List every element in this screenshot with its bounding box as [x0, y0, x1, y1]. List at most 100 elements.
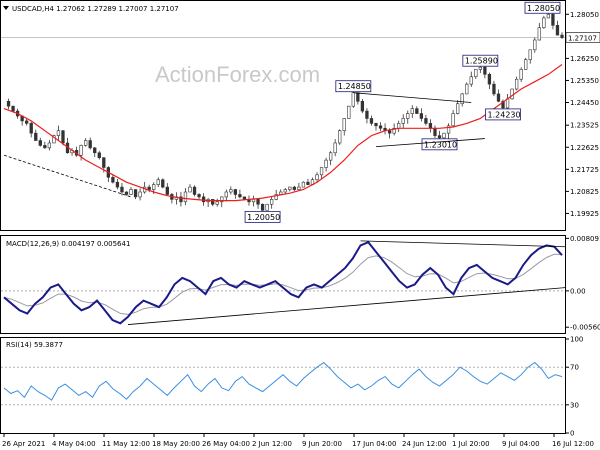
macd-tick-label: 0.008091 [570, 235, 600, 243]
candle-body [265, 203, 269, 211]
x-tick-label: 26 Apr 2021 [2, 440, 45, 448]
dropdown-triangle-icon[interactable] [3, 6, 9, 10]
candle-body [428, 123, 433, 129]
rsi-tick-label: 70 [570, 364, 579, 372]
candle-body [514, 78, 519, 90]
candle-body [560, 34, 564, 38]
candle-body [47, 142, 52, 149]
candle-body [188, 186, 192, 193]
candle-body [356, 92, 360, 102]
macd-tick-label: -0.005608 [570, 324, 600, 332]
price-annotation-label: 1.25890 [465, 57, 498, 66]
candle-body [492, 83, 496, 95]
price-annotation-label: 1.24230 [488, 110, 521, 119]
candle-body [465, 83, 469, 95]
price-tick-label: 1.22625 [570, 144, 599, 152]
candle-body [378, 125, 383, 129]
candle-body [120, 186, 124, 193]
x-tick-label: 2 Jun 12:00 [252, 440, 292, 448]
candle-body [43, 145, 47, 149]
candle-body [115, 181, 120, 188]
price-annotation-label: 1.24850 [338, 82, 371, 91]
candle-body [365, 110, 369, 119]
candle-body [433, 127, 437, 136]
candle-body [328, 152, 333, 161]
price-tick-label: 1.20825 [570, 188, 599, 196]
price-annotation-box [244, 210, 281, 223]
candle-body [501, 100, 505, 109]
candle-body [306, 181, 310, 185]
candle-body [152, 184, 156, 190]
candle-body [38, 140, 42, 146]
candle-body [233, 189, 238, 195]
candle-body [351, 92, 355, 107]
rsi-tick-label: 30 [570, 401, 579, 409]
candle-body [392, 127, 396, 134]
price-annotation-label: 1.28050 [527, 4, 560, 13]
x-tick-label: 16 Jul 12:00 [552, 440, 594, 448]
x-axis: 26 Apr 2021 4 May 04:00 11 May 12:00 18 May… [2, 433, 594, 448]
macd-header: MACD(12,26,9) 0.004197 0.005641 [6, 240, 130, 248]
candle-body [52, 135, 56, 144]
candle-body [342, 118, 346, 132]
candle-body [360, 100, 365, 112]
last-price-box [565, 32, 600, 43]
macd-trendline [360, 240, 566, 248]
candle-body [374, 123, 378, 127]
candle-body [546, 13, 551, 19]
price-tick-label: 1.25350 [570, 77, 599, 85]
price-annotation-box [335, 80, 372, 93]
candle-body [84, 140, 88, 146]
candle-body [347, 105, 351, 119]
candle-body [401, 118, 405, 124]
candle-body [201, 196, 206, 203]
candle-body [406, 113, 410, 119]
price-tick-label: 1.21725 [570, 166, 599, 174]
candle-body [111, 176, 115, 183]
candle-body [519, 69, 523, 80]
candle-body [97, 152, 101, 158]
candle-body [61, 130, 65, 144]
macd-trendline [127, 287, 566, 325]
candle-body [410, 108, 414, 114]
triangle-upper-line [353, 92, 472, 103]
candle-body [124, 191, 129, 195]
macd-tick-label: 0.00 [570, 287, 586, 295]
candle-body [93, 147, 97, 154]
x-tick-label: 11 May 12:00 [102, 440, 150, 448]
macd-panel: 0.008091 0.00 -0.005608 [1, 235, 600, 332]
macd-line [3, 240, 563, 325]
candle-body [460, 93, 464, 105]
candle-body [419, 113, 424, 119]
rsi-tick-label: 100 [570, 336, 583, 344]
candle-body [487, 74, 492, 85]
moving-average-line [3, 64, 563, 202]
candle-body [260, 203, 265, 211]
candle-body [437, 135, 442, 139]
candle-body [483, 66, 487, 75]
candle-body [183, 191, 188, 203]
candle-body [179, 196, 183, 203]
x-tick-label: 1 Jul 20:00 [452, 440, 490, 448]
last-price-label: 1.27107 [568, 34, 597, 42]
candle-body [478, 66, 482, 70]
candle-body [456, 103, 460, 114]
rsi-line [3, 361, 563, 401]
candle-body [215, 201, 219, 205]
candle-body [369, 118, 374, 124]
candle-body [446, 125, 451, 134]
candle-body [25, 120, 29, 124]
candle-body [415, 108, 419, 114]
candle-body [297, 186, 301, 190]
candle-body [270, 199, 274, 205]
price-annotation-box [524, 1, 561, 14]
price-tick-label: 1.19925 [570, 210, 599, 218]
price-panel-frame [0, 0, 566, 231]
candle-body [238, 194, 242, 198]
candle-body [510, 88, 514, 100]
price-annotation-box [462, 54, 499, 67]
candle-body [129, 189, 133, 195]
price-tick-label: 1.24450 [570, 99, 599, 107]
price-header: USDCAD,H4 1.27062 1.27289 1.27007 1.2710… [12, 5, 179, 13]
candle-body [220, 196, 224, 203]
